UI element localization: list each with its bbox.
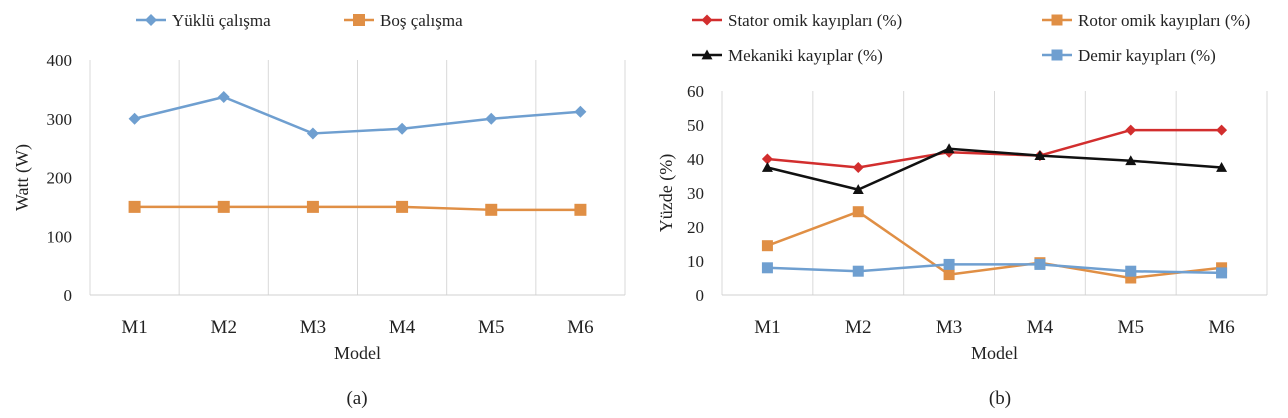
legend-marker bbox=[145, 14, 157, 26]
x-tick-label: M6 bbox=[567, 317, 593, 338]
legend-item: Yüklü çalışma bbox=[136, 11, 271, 30]
data-point bbox=[396, 200, 409, 213]
chart-a-y-ticks: 0 100 200 300 400 bbox=[47, 51, 73, 305]
y-tick-label: 50 bbox=[687, 116, 704, 135]
legend-item: Stator omik kayıpları (%) bbox=[692, 11, 902, 30]
legend-marker bbox=[701, 14, 713, 26]
chart-b: 0 10 20 30 40 50 60 M1 M2 M3 M4 M5 M6 Stator omik k… bbox=[656, 11, 1268, 409]
data-point bbox=[396, 122, 409, 135]
chart-a-series bbox=[128, 91, 587, 216]
x-tick-label: M5 bbox=[478, 317, 504, 338]
data-point bbox=[943, 258, 955, 270]
data-point bbox=[574, 203, 587, 216]
data-point bbox=[852, 206, 864, 218]
legend-label: Boş çalışma bbox=[380, 11, 463, 30]
data-point bbox=[217, 200, 230, 213]
series-line bbox=[134, 205, 581, 212]
data-point bbox=[1125, 265, 1137, 277]
legend-item: Demir kayıpları (%) bbox=[1042, 46, 1216, 65]
chart-a-y-label: Watt (W) bbox=[12, 144, 33, 211]
y-tick-label: 400 bbox=[47, 51, 73, 70]
data-point bbox=[485, 203, 498, 216]
chart-b-gridlines bbox=[721, 91, 1268, 295]
legend-item: Mekaniki kayıplar (%) bbox=[692, 46, 883, 65]
chart-b-legend: Stator omik kayıpları (%) Rotor omik kayı… bbox=[692, 11, 1250, 65]
legend-marker bbox=[1051, 14, 1063, 26]
legend-label: Mekaniki kayıplar (%) bbox=[728, 46, 883, 65]
data-point bbox=[1125, 155, 1137, 166]
data-point bbox=[217, 91, 230, 104]
chart-b-y-ticks: 0 10 20 30 40 50 60 bbox=[687, 82, 704, 305]
chart-b-series bbox=[761, 124, 1228, 284]
y-tick-label: 60 bbox=[687, 82, 704, 101]
data-point bbox=[1125, 272, 1137, 284]
data-point bbox=[1125, 124, 1137, 136]
chart-a-caption: (a) bbox=[346, 388, 367, 409]
series-line bbox=[767, 263, 1222, 275]
chart-b-y-label: Yüzde (%) bbox=[656, 154, 677, 232]
chart-b-x-label: Model bbox=[971, 343, 1018, 363]
data-point bbox=[761, 153, 773, 165]
data-point bbox=[761, 162, 773, 172]
data-point bbox=[1034, 258, 1046, 270]
y-tick-label: 0 bbox=[696, 286, 705, 305]
x-tick-label: M6 bbox=[1208, 317, 1234, 338]
data-point bbox=[128, 200, 141, 213]
x-tick-label: M2 bbox=[845, 317, 871, 338]
legend-marker bbox=[353, 14, 365, 26]
x-tick-label: M4 bbox=[389, 317, 416, 338]
chart-a-x-ticks: M1 M2 M3 M4 M5 M6 bbox=[121, 317, 593, 338]
legend-label: Yüklü çalışma bbox=[172, 11, 271, 30]
x-tick-label: M1 bbox=[121, 317, 147, 338]
chart-a-gridlines bbox=[89, 60, 626, 295]
series-line bbox=[767, 147, 1222, 191]
legend-label: Stator omik kayıpları (%) bbox=[728, 11, 902, 30]
series-line bbox=[766, 210, 1222, 280]
data-point bbox=[761, 240, 773, 252]
data-point bbox=[306, 200, 319, 213]
data-point bbox=[1216, 124, 1228, 136]
data-point bbox=[761, 262, 773, 274]
x-tick-label: M4 bbox=[1027, 317, 1054, 338]
legend-label: Rotor omik kayıpları (%) bbox=[1078, 11, 1250, 30]
y-tick-label: 100 bbox=[47, 227, 73, 246]
legend-item: Rotor omik kayıpları (%) bbox=[1042, 11, 1250, 30]
chart-b-x-ticks: M1 M2 M3 M4 M5 M6 bbox=[754, 317, 1235, 338]
data-point bbox=[943, 269, 955, 281]
y-tick-label: 200 bbox=[47, 169, 73, 188]
chart-a-x-label: Model bbox=[334, 343, 381, 363]
legend-label: Demir kayıpları (%) bbox=[1078, 46, 1216, 65]
y-tick-label: 300 bbox=[47, 110, 73, 129]
y-tick-label: 20 bbox=[687, 218, 704, 237]
data-point bbox=[943, 143, 955, 154]
y-tick-label: 30 bbox=[687, 184, 704, 203]
series-line bbox=[134, 95, 581, 135]
series-line bbox=[767, 128, 1222, 169]
chart-a: 0 100 200 300 400 M1 M2 M3 M4 M5 M6 Yüklü çalışma… bbox=[12, 11, 626, 409]
x-tick-label: M1 bbox=[754, 317, 780, 338]
chart-b-caption: (b) bbox=[989, 388, 1011, 409]
y-tick-label: 10 bbox=[687, 252, 704, 271]
x-tick-label: M3 bbox=[300, 317, 326, 338]
x-tick-label: M3 bbox=[936, 317, 962, 338]
x-tick-label: M5 bbox=[1118, 317, 1144, 338]
data-point bbox=[128, 112, 141, 125]
data-point bbox=[852, 162, 864, 173]
data-point bbox=[852, 184, 864, 194]
data-point bbox=[1216, 162, 1228, 172]
chart-a-legend: Yüklü çalışma Boş çalışma bbox=[136, 11, 463, 30]
data-point bbox=[852, 265, 864, 277]
data-point bbox=[485, 112, 498, 125]
legend-marker bbox=[701, 49, 713, 60]
legend-marker bbox=[1051, 49, 1063, 61]
y-tick-label: 40 bbox=[687, 150, 704, 169]
data-point bbox=[574, 105, 587, 118]
y-tick-label: 0 bbox=[64, 286, 73, 305]
data-point bbox=[1216, 267, 1228, 279]
data-point bbox=[306, 127, 319, 140]
x-tick-label: M2 bbox=[211, 317, 237, 338]
data-point bbox=[1034, 150, 1046, 160]
legend-item: Boş çalışma bbox=[344, 11, 463, 30]
